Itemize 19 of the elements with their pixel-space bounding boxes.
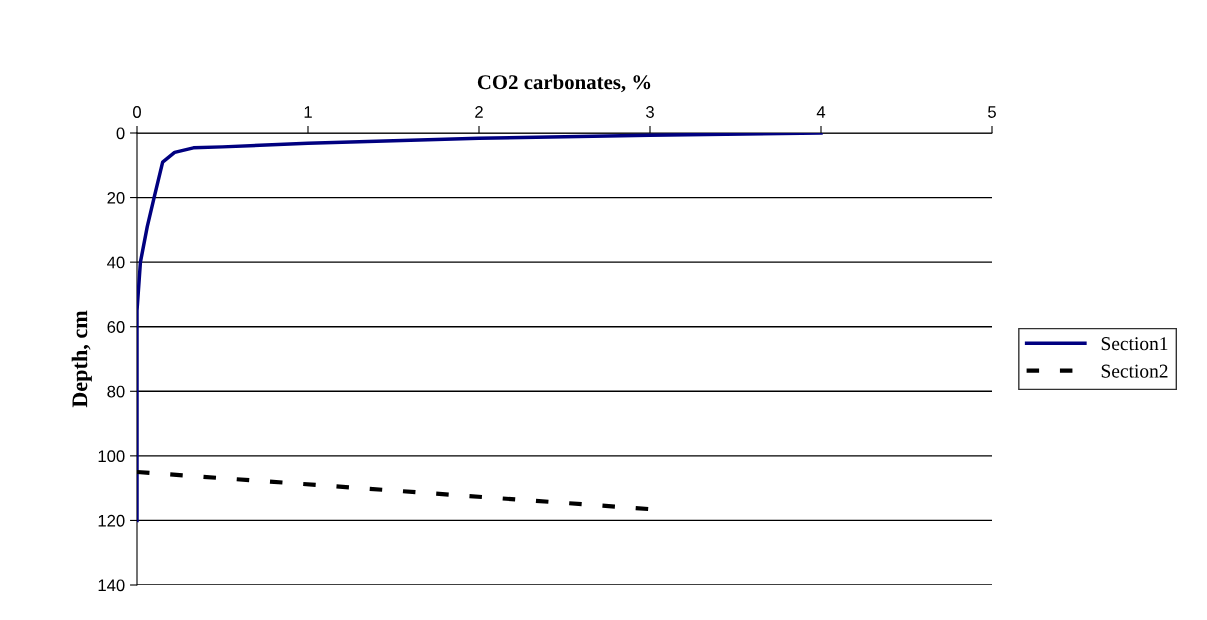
y-tick-label: 100 xyxy=(98,450,125,463)
y-tick-label: 120 xyxy=(98,514,125,527)
y-tick-label: 60 xyxy=(107,321,125,333)
y-axis-title: Depth, cm xyxy=(71,310,92,408)
y-tick-label: 40 xyxy=(107,256,125,269)
y-tick-label: 140 xyxy=(98,579,125,592)
x-tick-label: 4 xyxy=(816,106,826,118)
y-tick-label: 80 xyxy=(107,385,125,398)
legend-label: Section1 xyxy=(1101,337,1168,351)
line-series xyxy=(137,133,823,523)
y-tick-label: 20 xyxy=(107,191,125,204)
legend-label: Section2 xyxy=(1101,364,1168,378)
x-tick-label: 5 xyxy=(988,106,996,118)
x-tick-label: 1 xyxy=(304,106,312,118)
x-tick-label: 2 xyxy=(475,106,483,118)
x-axis-title: CO2 carbonates, % xyxy=(477,74,651,93)
x-tick-label: 0 xyxy=(133,106,141,118)
y-tick-label: 0 xyxy=(116,127,125,140)
x-tick-label: 3 xyxy=(646,106,654,118)
